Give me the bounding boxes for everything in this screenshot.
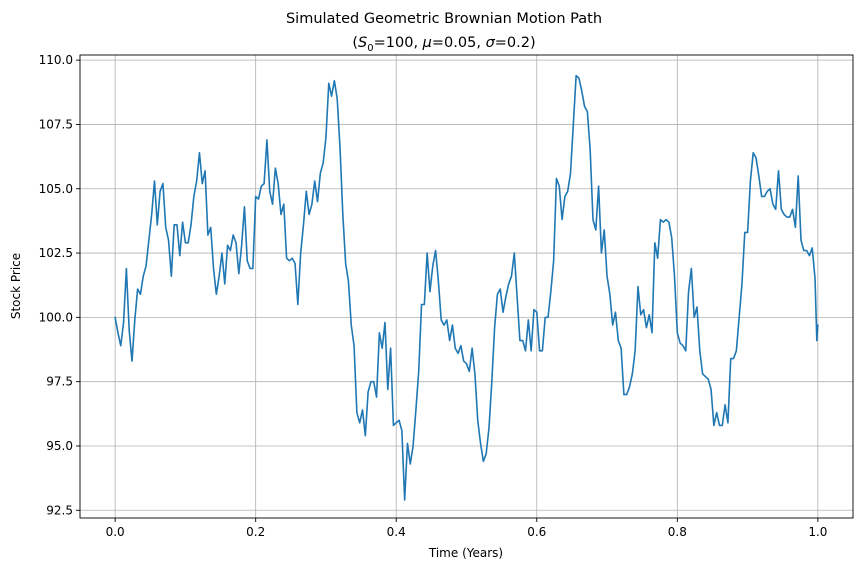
y-tick-label: 105.0	[39, 182, 73, 196]
y-tick-label: 102.5	[39, 246, 73, 260]
chart-title-line2: (S0=100, μ=0.05, σ=0.2)	[352, 35, 535, 54]
x-tick-label: 0.2	[246, 525, 265, 539]
x-tick-label: 0.0	[106, 525, 125, 539]
y-axis-label: Stock Price	[9, 253, 23, 319]
y-tick-label: 95.0	[46, 439, 73, 453]
y-tick-label: 100.0	[39, 310, 73, 324]
x-axis-ticks: 0.0 0.2 0.4 0.6 0.8 1.0	[106, 518, 827, 539]
y-tick-label: 97.5	[46, 375, 73, 389]
y-tick-label: 92.5	[46, 503, 73, 517]
x-tick-label: 0.6	[527, 525, 546, 539]
y-gridlines	[80, 59, 853, 511]
x-gridlines	[114, 55, 819, 518]
chart-title-line1: Simulated Geometric Brownian Motion Path	[286, 11, 602, 27]
x-tick-label: 1.0	[808, 525, 827, 539]
plot-area-frame	[79, 54, 854, 519]
price-path-line	[114, 74, 819, 501]
x-tick-label: 0.8	[668, 525, 687, 539]
x-tick-label: 0.4	[387, 525, 406, 539]
x-axis-label: Time (Years)	[428, 546, 503, 560]
y-axis-ticks: 92.5 95.0 97.5 100.0 102.5 105.0 107.5 110.0	[39, 53, 80, 517]
y-tick-label: 110.0	[39, 53, 73, 67]
y-tick-label: 107.5	[39, 117, 73, 131]
